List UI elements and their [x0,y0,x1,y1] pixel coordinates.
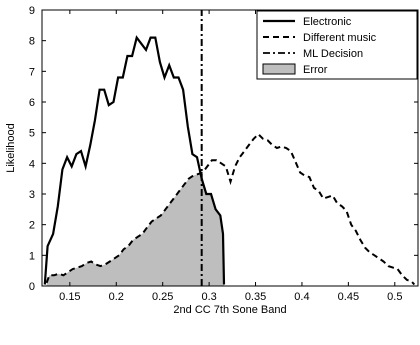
axes-box [41,9,419,287]
x-tick-label: 0.25 [152,291,173,303]
y-tick-label: 5 [29,128,35,140]
legend-entry: Error [262,63,328,76]
x-axis-ticks: 0.15 0.2 0.25 0.3 0.35 0.4 0.45 0.5 [59,10,402,303]
series-different-music-line [45,132,416,286]
y-tick-label: 9 [29,5,35,17]
plot-area: 0.15 0.2 0.25 0.3 0.35 0.4 0.45 0.5 0 1 2 3 4 5 6 7 8 9 [29,5,419,303]
legend-label: Different music [303,32,377,44]
legend: Electronic Different music ML Decision Erro… [256,10,418,80]
x-tick-label: 0.5 [387,291,402,303]
y-tick-label: 2 [29,220,35,232]
x-tick-label: 0.4 [294,291,309,303]
y-tick-label: 6 [29,97,35,109]
y-tick-label: 1 [29,250,35,262]
x-axis-label: 2nd CC 7th Sone Band [173,304,286,316]
legend-entry: ML Decision [263,48,363,60]
x-tick-label: 0.15 [59,291,80,303]
x-tick-label: 0.45 [338,291,359,303]
legend-swatch [262,63,296,75]
y-axis-label: Likelihood [5,123,17,173]
y-tick-label: 7 [29,66,35,78]
series-electronic-line [43,35,226,285]
y-tick-label: 8 [29,36,35,48]
y-axis-ticks: 0 1 2 3 4 5 6 7 8 9 [29,5,418,293]
legend-entry: Different music [263,32,377,44]
y-tick-label: 4 [29,158,35,170]
error-region [46,172,224,286]
legend-label: ML Decision [303,48,363,60]
legend-label: Electronic [303,16,352,28]
x-tick-label: 0.35 [245,291,266,303]
y-tick-label: 3 [29,189,35,201]
legend-label: Error [303,64,328,76]
x-tick-label: 0.3 [201,291,216,303]
y-tick-label: 0 [29,281,35,293]
x-tick-label: 0.2 [109,291,124,303]
legend-entry: Electronic [263,16,352,28]
